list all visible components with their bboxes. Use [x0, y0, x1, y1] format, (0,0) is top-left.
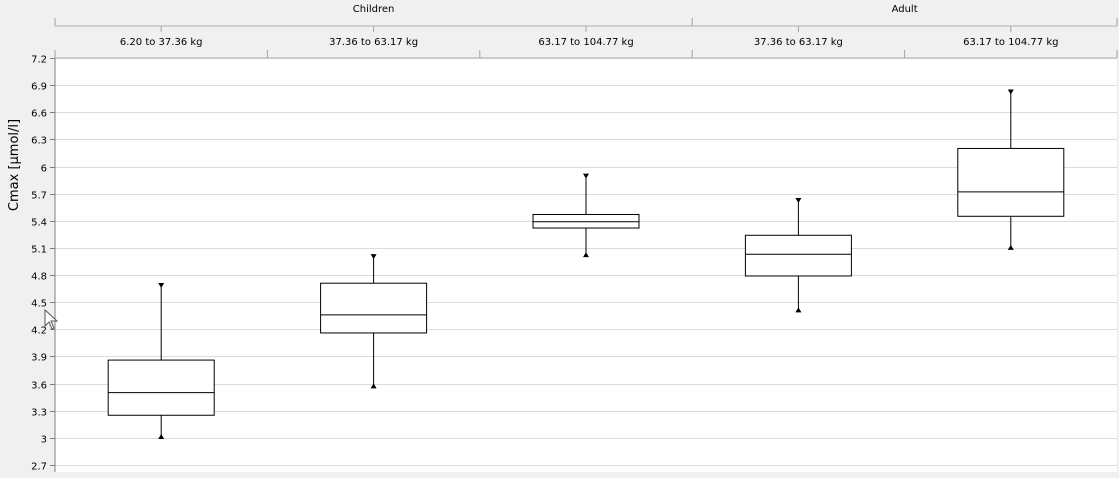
mouse-pointer-icon	[44, 308, 59, 330]
boxes	[107, 89, 1065, 439]
box	[532, 173, 640, 258]
interquartile-box	[107, 359, 215, 416]
category-label: 63.17 to 104.77 kg	[963, 37, 1058, 48]
category-label: 37.36 to 63.17 kg	[754, 37, 843, 48]
y-axis: 2.7 3 3.3 3.6 3.9 4.2 4.5 4.8 5.1 5.4 5.7 6 6.3 6.6 6.…	[31, 55, 56, 473]
y-tick-label: 2.7	[31, 462, 47, 473]
y-tick-label: 5.4	[31, 218, 47, 229]
y-tick-label: 5.7	[31, 191, 47, 202]
plot-area	[55, 58, 1117, 472]
y-tick-label: 3	[41, 435, 47, 446]
whisker-high-marker	[583, 173, 589, 179]
category-label: 6.20 to 37.36 kg	[120, 37, 203, 48]
whisker-low-marker	[370, 383, 377, 389]
whisker-low-marker	[158, 433, 165, 439]
category-label: 37.36 to 63.17 kg	[329, 37, 418, 48]
whisker-high-marker	[370, 254, 377, 260]
y-tick-label: 6.9	[31, 82, 47, 93]
group-label: Children	[353, 4, 395, 15]
y-tick-label: 4.8	[31, 272, 47, 283]
y-tick-label: 3.9	[31, 353, 47, 364]
y-tick-label: 4.2	[31, 326, 47, 337]
y-tick-label: 6	[41, 164, 47, 175]
whisker-high-marker	[158, 283, 165, 289]
interquartile-box	[957, 147, 1065, 217]
whisker-low-marker	[583, 252, 589, 258]
group-label: Adult	[892, 4, 918, 15]
y-tick-label: 4.5	[31, 299, 47, 310]
box	[744, 197, 852, 313]
y-tick-label: 3.3	[31, 408, 47, 419]
box	[320, 254, 428, 389]
whisker-high-marker	[1007, 89, 1014, 95]
y-tick-label: 5.1	[31, 245, 47, 256]
y-tick-label: 6.6	[31, 109, 47, 120]
y-tick-label: 6.3	[31, 136, 47, 147]
whisker-low-marker	[1007, 244, 1014, 250]
y-tick-label: 7.2	[31, 55, 47, 66]
interquartile-box	[744, 234, 852, 277]
whisker-low-marker	[795, 307, 802, 313]
box	[107, 283, 215, 439]
interquartile-box	[320, 282, 428, 334]
category-label: 63.17 to 104.77 kg	[538, 37, 633, 48]
y-tick-label: 3.6	[31, 381, 47, 392]
category-header: Children Adult 6.20 to 37.36 kg 37.36 to 63…	[54, 4, 1118, 59]
box	[957, 89, 1065, 250]
y-axis-label: Cmax [µmol/l]	[7, 119, 22, 211]
whisker-high-marker	[795, 197, 802, 203]
